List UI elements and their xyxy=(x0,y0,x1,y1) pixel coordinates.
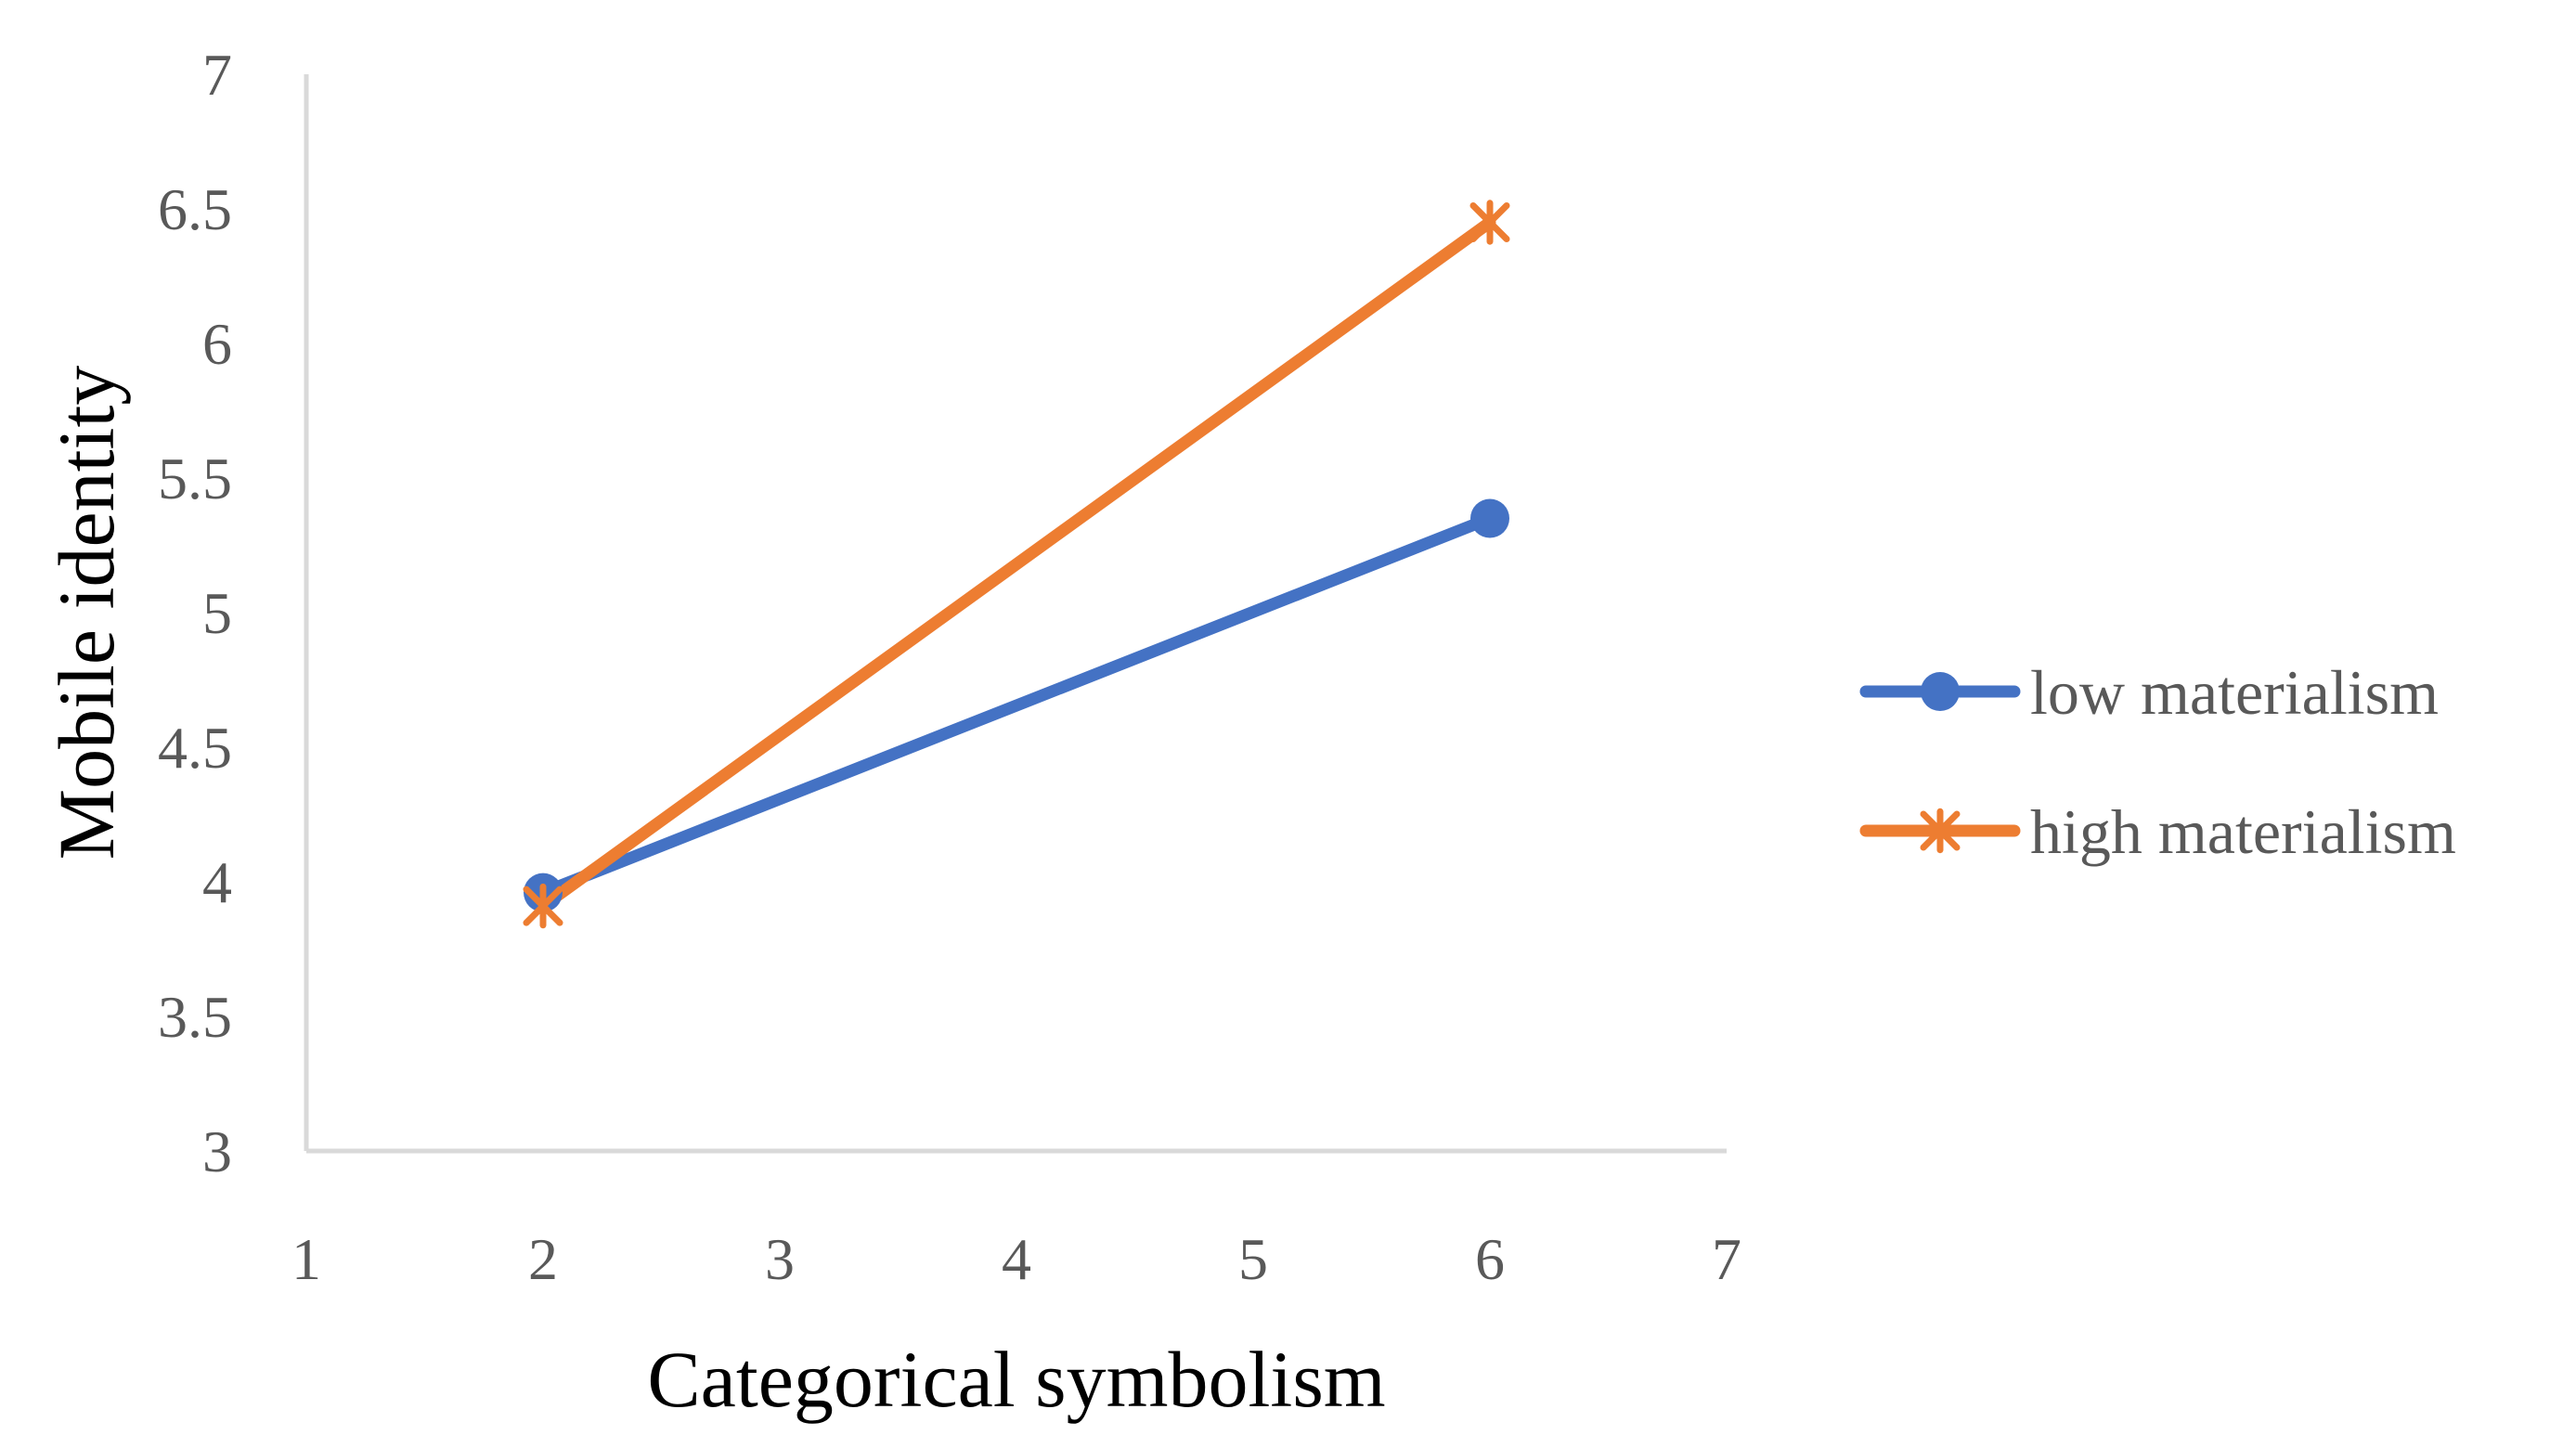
y-axis-title: Mobile identity xyxy=(42,366,131,860)
x-tick-label: 2 xyxy=(528,1226,558,1292)
x-tick-labels: 1 2 3 4 5 6 7 xyxy=(291,1226,1741,1292)
y-tick-label: 4.5 xyxy=(158,715,232,781)
series-line-2 xyxy=(537,216,1496,912)
x-tick-label: 3 xyxy=(765,1226,795,1292)
y-tick-label: 6.5 xyxy=(158,176,232,242)
legend-item: high materialism xyxy=(1859,796,2456,867)
series-1-point xyxy=(1470,498,1509,538)
legend-item: low materialism xyxy=(1859,657,2439,728)
series-2-point xyxy=(523,883,563,929)
x-tick-label: 1 xyxy=(291,1226,321,1292)
y-tick-label: 3.5 xyxy=(158,984,232,1050)
y-tick-label: 4 xyxy=(202,849,232,915)
y-tick-label: 3 xyxy=(202,1118,232,1184)
series-markers xyxy=(523,200,1510,929)
series-2-point xyxy=(1469,200,1510,245)
y-tick-label: 5.5 xyxy=(158,446,232,511)
series-line-1 xyxy=(537,512,1496,899)
legend-label: high materialism xyxy=(2030,796,2456,867)
legend: low materialism high materialism xyxy=(1859,657,2456,867)
legend-marker xyxy=(1920,808,1961,854)
axes xyxy=(304,74,1727,1154)
legend-marker xyxy=(1921,672,1960,711)
y-tick-labels: 3 3.5 4 4.5 5 5.5 6 6.5 7 xyxy=(158,42,232,1184)
x-tick-label: 6 xyxy=(1475,1226,1505,1292)
y-tick-label: 5 xyxy=(202,580,232,646)
x-tick-label: 7 xyxy=(1712,1226,1741,1292)
x-tick-label: 5 xyxy=(1238,1226,1268,1292)
series-lines xyxy=(537,216,1496,912)
x-tick-label: 4 xyxy=(1002,1226,1031,1292)
y-tick-label: 6 xyxy=(202,311,232,377)
x-axis-title: Categorical symbolism xyxy=(647,1335,1385,1424)
y-tick-label: 7 xyxy=(202,42,232,108)
legend-label: low materialism xyxy=(2030,657,2439,728)
